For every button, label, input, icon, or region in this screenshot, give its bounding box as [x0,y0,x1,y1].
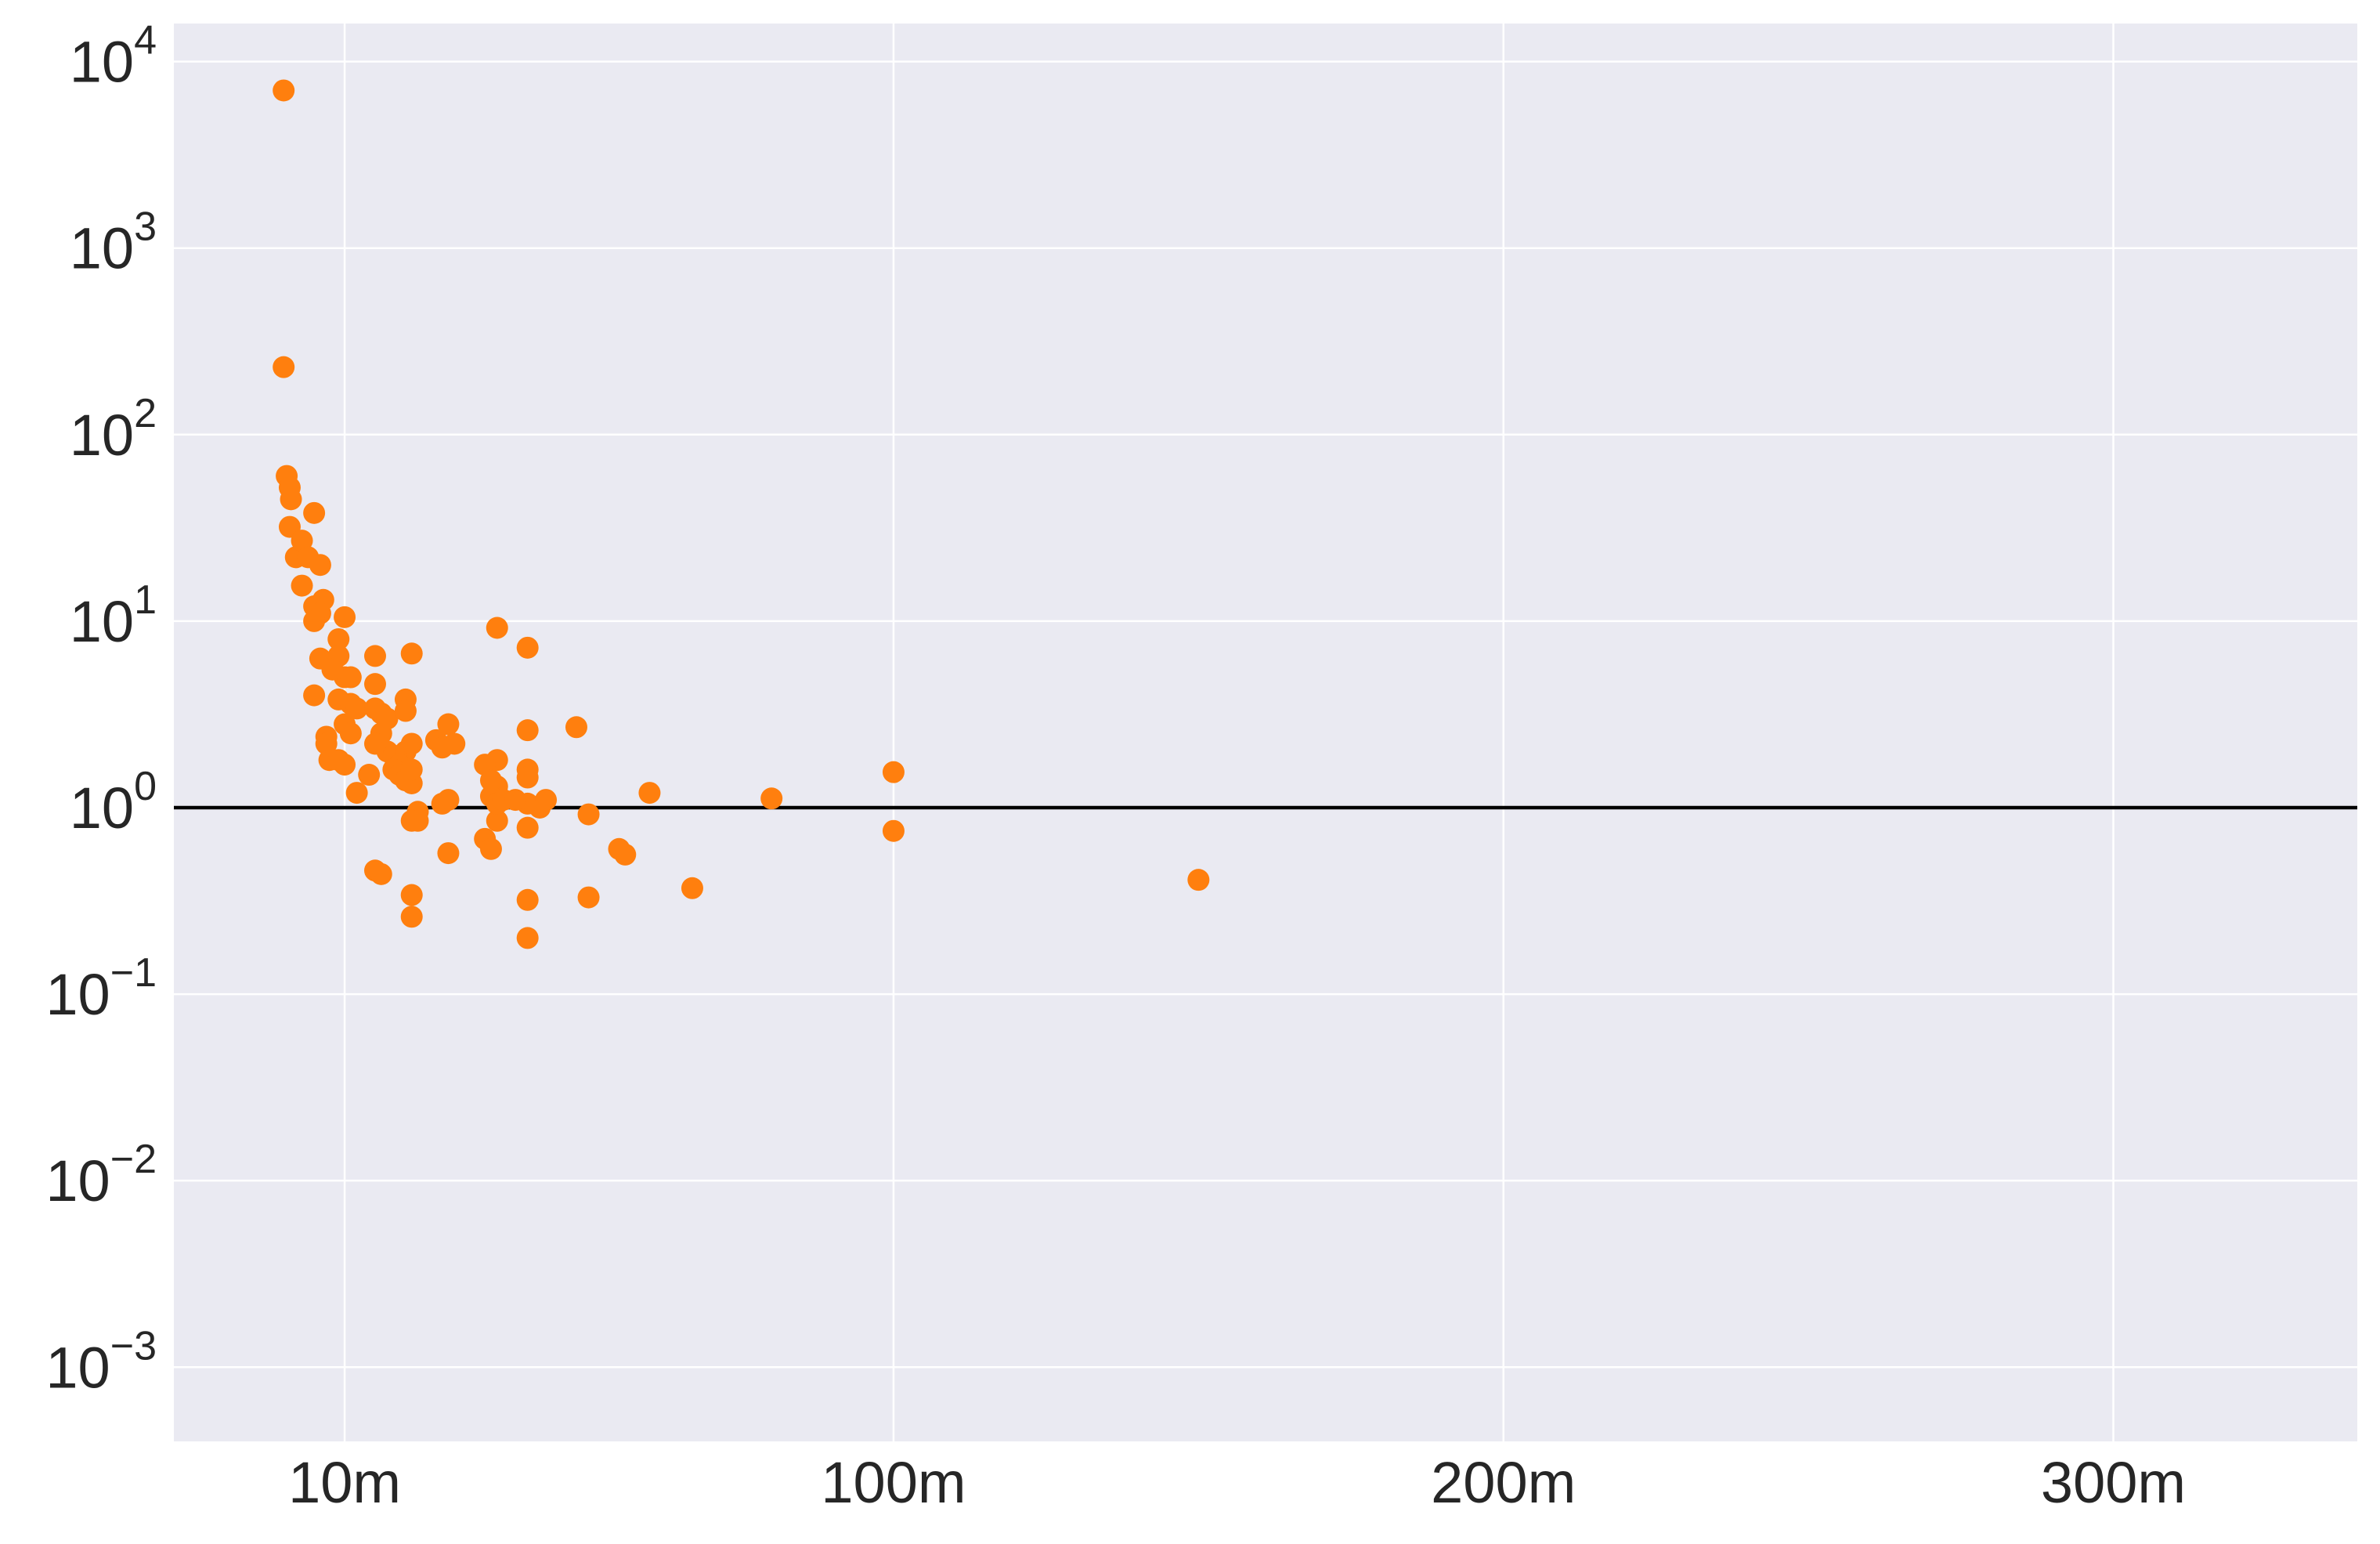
data-point [437,842,460,865]
y-tick-label: 100 [70,764,157,841]
data-point [535,789,558,812]
data-point [437,713,460,736]
data-point [614,843,637,866]
data-point [400,906,423,928]
data-point [882,819,905,842]
y-tick-label: 103 [70,204,157,281]
data-point [280,488,302,511]
data-point [370,862,392,885]
data-point [565,716,587,739]
plot-background [174,24,2357,1441]
data-point [577,803,600,826]
x-tick-label: 10m [288,1450,401,1515]
data-point [681,877,703,899]
data-point [345,697,368,720]
data-point [431,792,453,815]
y-tick-label: 102 [70,391,157,468]
x-tick-label: 300m [2041,1450,2186,1515]
data-point [309,554,331,577]
data-point [291,530,313,552]
y-tick-label: 10−1 [45,950,157,1027]
data-point [363,673,386,696]
data-point [400,758,423,781]
data-point [303,684,326,707]
y-gridlines [174,60,2357,1369]
data-point [334,754,356,776]
data-point [577,886,600,909]
y-tick-labels: 10−3 10−2 10−1 100 101 102 103 104 [45,18,157,1401]
data-point [516,636,539,659]
data-point [479,769,502,792]
data-point [516,816,539,839]
y-tick-label: 104 [70,18,157,95]
data-points [273,79,1210,949]
data-point [882,761,905,783]
data-point [400,732,423,755]
data-point [327,627,350,650]
data-point [1187,869,1210,891]
data-point [358,764,381,786]
data-point [516,719,539,742]
data-point [321,658,344,681]
data-point [334,606,356,628]
data-point [291,574,313,597]
y-tick-label: 101 [70,577,157,654]
data-point [479,837,502,860]
data-point [406,809,429,832]
data-point [273,356,295,378]
data-point [443,732,466,755]
data-point [303,501,326,524]
data-point [363,645,386,667]
x-tick-labels: 10m 100m 200m 300m [288,1450,2186,1515]
data-point [394,700,417,722]
data-point [400,884,423,906]
data-point [760,787,783,810]
data-point [400,642,423,665]
data-point [486,809,508,832]
data-point [516,888,539,911]
data-point [516,766,539,789]
data-point [504,789,527,812]
x-tick-label: 100m [821,1450,966,1515]
data-point [315,732,338,755]
data-point [638,782,661,805]
data-point [339,666,362,689]
data-point [273,79,295,102]
data-point [339,722,362,745]
y-tick-label: 10−3 [45,1323,157,1400]
data-point [486,617,508,639]
x-tick-label: 200m [1431,1450,1576,1515]
data-point [303,609,326,632]
data-point [516,927,539,949]
y-tick-label: 10−2 [45,1137,157,1213]
data-point [345,782,368,805]
